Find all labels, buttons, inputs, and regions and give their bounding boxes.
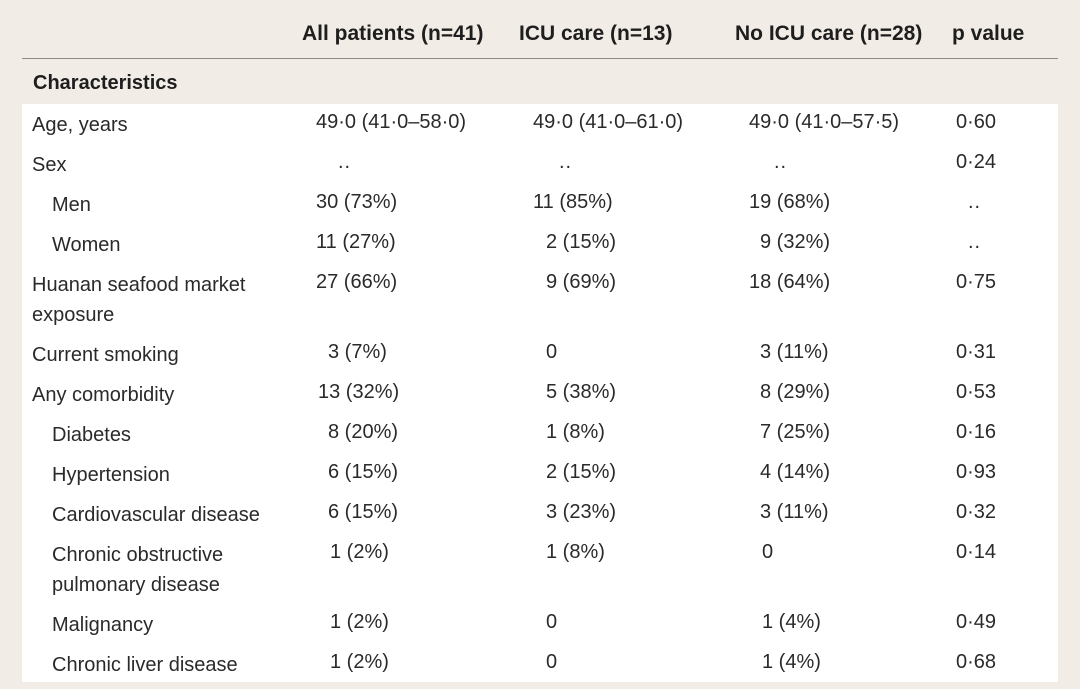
- cell-all: 1 (2%): [330, 611, 389, 633]
- header-p-value: p value: [952, 22, 1025, 45]
- cell-p-value: 0·93: [956, 461, 997, 483]
- cell-p-value: 0·24: [956, 151, 997, 173]
- cell-no-icu: 19 (68%): [749, 191, 831, 213]
- cell-icu: 49·0 (41·0–61·0): [533, 111, 684, 133]
- row-label: Sex: [32, 154, 67, 176]
- cell-icu: 1 (8%): [546, 421, 605, 443]
- row-label: Chronic liver disease: [52, 654, 238, 676]
- row-label-continued: pulmonary disease: [52, 574, 220, 596]
- cell-icu: 9 (69%): [546, 271, 617, 293]
- cell-no-icu: 8 (29%): [760, 381, 831, 403]
- cell-p-value: 0·53: [956, 381, 997, 403]
- cell-no-icu: 4 (14%): [760, 461, 831, 483]
- cell-p-value: ..: [968, 191, 982, 213]
- cell-p-value: 0·68: [956, 651, 997, 673]
- row-label: Cardiovascular disease: [52, 504, 260, 526]
- cell-no-icu: 0: [762, 541, 774, 563]
- row-label: Chronic obstructive: [52, 544, 224, 566]
- cell-no-icu: 3 (11%): [760, 341, 829, 363]
- row-label: Huanan seafood market: [32, 274, 246, 296]
- table-header: All patients (n=41) ICU care (n=13) No I…: [22, 0, 1058, 59]
- row-label: Age, years: [32, 114, 128, 136]
- cell-all: 1 (2%): [330, 541, 389, 563]
- cell-icu: 1 (8%): [546, 541, 605, 563]
- cell-icu: 0: [546, 651, 558, 673]
- header-all-patients: All patients (n=41): [302, 22, 484, 45]
- cell-icu: 3 (23%): [546, 501, 617, 523]
- cell-all: 49·0 (41·0–58·0): [316, 111, 467, 133]
- row-label: Current smoking: [32, 344, 179, 366]
- header-no-icu-care: No ICU care (n=28): [735, 22, 923, 45]
- row-label: Hypertension: [52, 464, 170, 486]
- section-title: Characteristics: [33, 72, 178, 94]
- cell-p-value: 0·49: [956, 611, 997, 633]
- cell-all: 11 (27%): [316, 231, 396, 253]
- cell-p-value: 0·16: [956, 421, 997, 443]
- cell-no-icu: 18 (64%): [749, 271, 831, 293]
- cell-no-icu: 1 (4%): [762, 611, 821, 633]
- row-label: Men: [52, 194, 91, 216]
- cell-all: 1 (2%): [330, 651, 389, 673]
- row-label-continued: exposure: [32, 304, 115, 326]
- cell-icu: 0: [546, 341, 558, 363]
- cell-all: 13 (32%): [318, 381, 400, 403]
- cell-p-value: 0·31: [956, 341, 997, 363]
- cell-icu: 11 (85%): [533, 191, 613, 213]
- row-label: Any comorbidity: [32, 384, 175, 406]
- cell-all: ..: [338, 151, 352, 173]
- cell-icu: 5 (38%): [546, 381, 617, 403]
- cell-p-value: 0·32: [956, 501, 997, 523]
- cell-no-icu: 49·0 (41·0–57·5): [749, 111, 900, 133]
- cell-no-icu: ..: [774, 151, 788, 173]
- row-label: Diabetes: [52, 424, 131, 446]
- cell-no-icu: 3 (11%): [760, 501, 829, 523]
- section-header: Characteristics: [22, 60, 1058, 104]
- cell-all: 30 (73%): [316, 191, 398, 213]
- cell-no-icu: 9 (32%): [760, 231, 831, 253]
- cell-all: 6 (15%): [328, 461, 399, 483]
- cell-icu: 2 (15%): [546, 461, 617, 483]
- cell-p-value: 0·75: [956, 271, 997, 293]
- row-label: Malignancy: [52, 614, 154, 636]
- cell-all: 27 (66%): [316, 271, 398, 293]
- cell-all: 6 (15%): [328, 501, 399, 523]
- cell-no-icu: 7 (25%): [760, 421, 831, 443]
- table-body: Age, years 49·0 (41·0–58·0) 49·0 (41·0–6…: [22, 104, 1058, 682]
- cell-p-value: 0·14: [956, 541, 997, 563]
- cell-no-icu: 1 (4%): [762, 651, 821, 673]
- cell-p-value: 0·60: [956, 111, 997, 133]
- cell-all: 3 (7%): [328, 341, 387, 363]
- cell-icu: 0: [546, 611, 558, 633]
- cell-all: 8 (20%): [328, 421, 399, 443]
- row-label: Women: [52, 234, 121, 256]
- cell-icu: ..: [559, 151, 573, 173]
- cell-p-value: ..: [968, 231, 982, 253]
- header-icu-care: ICU care (n=13): [519, 22, 673, 45]
- cell-icu: 2 (15%): [546, 231, 617, 253]
